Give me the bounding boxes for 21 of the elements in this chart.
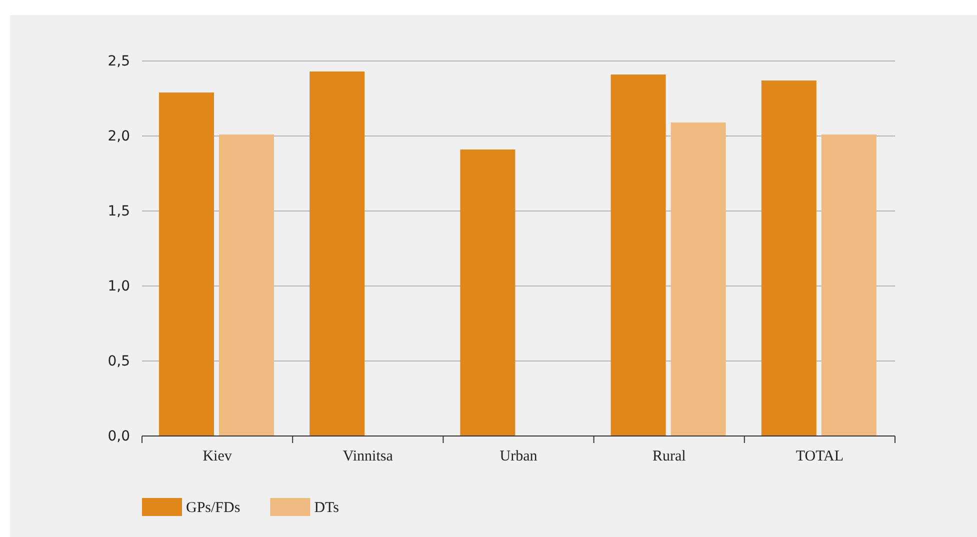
- y-tick-label: 0,0: [108, 428, 130, 444]
- y-tick-label: 2,5: [108, 53, 130, 70]
- x-tick-label: Rural: [652, 448, 686, 465]
- legend-label: DTs: [314, 500, 340, 516]
- x-tick-label: Urban: [500, 448, 538, 465]
- legend-label: GPs/FDs: [186, 500, 240, 516]
- x-tick-label: Kiev: [202, 448, 232, 465]
- y-tick-label: 0,5: [108, 353, 130, 370]
- bar: [159, 92, 214, 436]
- y-tick-label: 2,0: [108, 128, 130, 144]
- bar: [610, 74, 666, 436]
- bar: [821, 134, 876, 436]
- x-tick-label: TOTAL: [796, 448, 844, 465]
- bar: [670, 122, 726, 436]
- bar: [219, 134, 274, 436]
- y-tick-label: 1,5: [108, 203, 130, 220]
- x-tick-label: Vinnitsa: [342, 448, 394, 465]
- bar: [761, 80, 816, 436]
- y-tick-label: 1,0: [108, 278, 130, 294]
- bar: [460, 150, 516, 436]
- bar: [310, 72, 365, 436]
